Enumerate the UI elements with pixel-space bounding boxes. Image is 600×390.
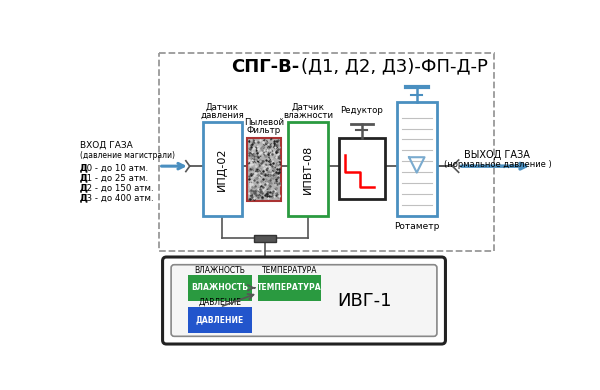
Text: Д0 - до 10 атм.: Д0 - до 10 атм.: [80, 163, 148, 172]
Text: ТЕМПЕРАТУРА: ТЕМПЕРАТУРА: [257, 283, 322, 292]
Text: (нормальное давление ): (нормальное давление ): [443, 160, 551, 169]
FancyBboxPatch shape: [171, 265, 437, 336]
Text: ВЛАЖНОСТЬ: ВЛАЖНОСТЬ: [191, 283, 248, 292]
Text: Д2 - до 150 атм.: Д2 - до 150 атм.: [80, 183, 153, 192]
Text: ИВГ-1: ИВГ-1: [337, 291, 392, 310]
Text: ДАВЛЕНИЕ: ДАВЛЕНИЕ: [196, 316, 244, 324]
Text: Д3 - до 400 атм.: Д3 - до 400 атм.: [80, 193, 153, 202]
Text: Датчик: Датчик: [206, 102, 239, 112]
Text: Редуктор: Редуктор: [340, 106, 383, 115]
Bar: [203, 122, 242, 216]
Bar: [397, 102, 437, 216]
Text: Датчик: Датчик: [292, 102, 325, 112]
Text: Ротаметр: Ротаметр: [394, 222, 439, 232]
Bar: [254, 235, 276, 242]
Bar: [158, 53, 493, 251]
Text: Фильтр: Фильтр: [247, 126, 281, 135]
Text: ТЕМПЕРАТУРА: ТЕМПЕРАТУРА: [262, 266, 317, 275]
Bar: [247, 138, 281, 201]
Text: ИПВТ-08: ИПВТ-08: [303, 145, 313, 194]
Text: ВЫХОД ГАЗА: ВЫХОД ГАЗА: [464, 150, 530, 160]
Text: Пылевой: Пылевой: [244, 118, 284, 127]
Text: (давление магистрали): (давление магистрали): [80, 151, 175, 160]
Bar: [258, 275, 322, 301]
Bar: [288, 122, 328, 216]
Bar: [338, 138, 385, 199]
Text: Д: Д: [80, 163, 88, 172]
Text: давления: давления: [200, 111, 244, 120]
Bar: [188, 275, 252, 301]
Text: ВХОД ГАЗА: ВХОД ГАЗА: [80, 141, 133, 150]
Text: влажности: влажности: [283, 111, 334, 120]
Text: Д1 - до 25 атм.: Д1 - до 25 атм.: [80, 173, 148, 182]
Text: Д: Д: [80, 173, 88, 182]
Bar: [188, 307, 252, 333]
Text: СПГ-В-: СПГ-В-: [232, 58, 300, 76]
Text: ИПД-02: ИПД-02: [217, 147, 227, 191]
Text: Д: Д: [80, 193, 88, 202]
Text: ДАВЛЕНИЕ: ДАВЛЕНИЕ: [199, 298, 241, 307]
Text: (Д1, Д2, Д3)-ФП-Д-Р: (Д1, Д2, Д3)-ФП-Д-Р: [301, 58, 488, 76]
Text: ВЛАЖНОСТЬ: ВЛАЖНОСТЬ: [194, 266, 245, 275]
Text: Д: Д: [80, 183, 88, 192]
FancyBboxPatch shape: [163, 257, 445, 344]
